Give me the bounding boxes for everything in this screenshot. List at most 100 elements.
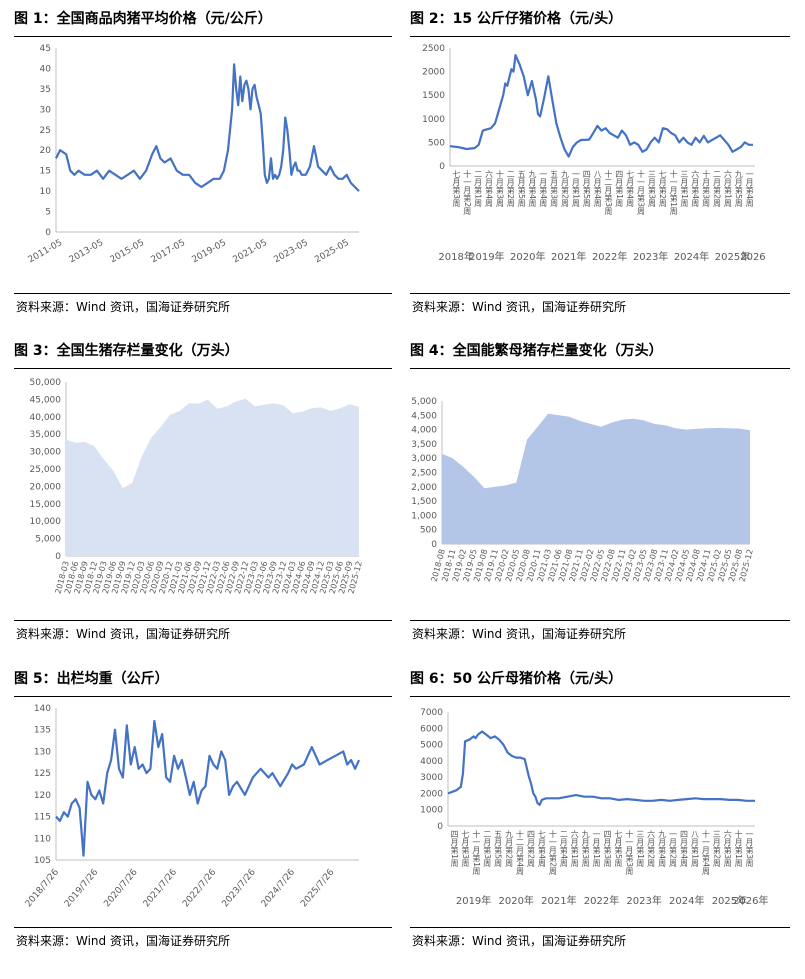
x-tick-label: 2021-05	[231, 238, 269, 265]
y-tick-label: 125	[34, 769, 51, 779]
figure-6-title-rule	[410, 696, 790, 697]
x-week-label: 九月第3周	[581, 830, 590, 868]
x-year-label: 2022年	[584, 894, 619, 907]
y-tick-label: 105	[34, 856, 51, 866]
figure-2-title-rule	[410, 36, 790, 37]
x-tick-label: 2015-05	[109, 238, 147, 265]
x-tick-label: 2017-05	[150, 238, 188, 265]
y-tick-label: 2,000	[411, 483, 437, 493]
x-week-label: 十月第3周	[495, 169, 504, 208]
x-year-label: 2024年	[674, 250, 709, 263]
figure-1-source-rule	[14, 293, 392, 294]
y-tick-label: 50,000	[30, 378, 62, 388]
x-tick-label: 2020/7/26	[102, 867, 139, 909]
y-tick-label: 1000	[422, 115, 445, 125]
x-week-label: 二月第1周	[474, 170, 483, 208]
x-year-label: 2023年	[633, 250, 668, 263]
x-tick-label: 2018/7/26	[24, 867, 61, 909]
y-tick-label: 0	[431, 540, 437, 550]
y-tick-label: 1,500	[411, 497, 437, 507]
x-tick-label: 2024/7/26	[260, 867, 297, 909]
series-area	[442, 413, 750, 544]
x-tick-label: 2023/7/26	[220, 867, 257, 909]
x-week-label: 八月第1周	[690, 830, 699, 868]
x-tick-label: 2025-05	[313, 238, 351, 265]
figure-5-source: 资料来源：Wind 资讯，国海证券研究所	[16, 934, 230, 948]
x-year-label: 2021年	[541, 894, 576, 907]
series-line	[55, 63, 360, 192]
y-tick-label: 20	[40, 146, 52, 156]
x-year-label: 2026年	[733, 894, 768, 907]
y-tick-label: 4000	[420, 757, 443, 767]
x-week-label: 三月第1周	[636, 830, 645, 868]
y-tick-label: 35	[40, 85, 51, 95]
y-tick-label: 0	[45, 228, 51, 238]
figure-5-title: 图 5：出栏均重（公斤）	[14, 671, 169, 687]
figure-1-title-rule	[14, 36, 392, 37]
figure-2-source-rule	[410, 293, 790, 294]
figure-5-source-rule	[14, 927, 392, 928]
y-tick-label: 2000	[420, 789, 443, 799]
y-tick-label: 10	[40, 187, 52, 197]
x-week-label: 一月第4周	[539, 170, 548, 208]
series-line	[447, 730, 755, 806]
figure-3-title: 图 3：全国生猪存栏量变化（万头）	[14, 343, 239, 359]
x-week-label: 五月第5周	[494, 830, 503, 868]
x-week-label: 十二月第3周	[604, 169, 613, 216]
x-week-label: 九月第5周	[734, 170, 743, 208]
y-tick-label: 10,000	[30, 517, 62, 527]
y-tick-label: 5	[45, 208, 51, 218]
x-year-label: 2018年	[438, 250, 473, 263]
x-year-label: 2025年	[712, 894, 747, 907]
x-week-label: 四月第4周	[679, 830, 688, 868]
y-tick-label: 45,000	[30, 395, 62, 405]
y-tick-label: 2500	[422, 44, 445, 54]
series-line	[449, 54, 753, 158]
x-week-label: 五月第5周	[517, 170, 526, 208]
x-week-label: 十一月第3周	[625, 829, 634, 876]
x-tick-label: 2019/7/26	[63, 867, 100, 909]
figure-5-title-rule	[14, 696, 392, 697]
x-week-label: 十一月第2周	[548, 829, 557, 876]
x-week-label: 六月第1周	[570, 829, 579, 868]
figure-2-source: 资料来源：Wind 资讯，国海证券研究所	[412, 300, 626, 314]
x-year-label: 2019年	[469, 250, 504, 263]
figure-1-title: 图 1：全国商品肉猪平均价格（元/公斤）	[14, 11, 272, 27]
figure-4-source-rule	[410, 620, 790, 621]
figure-6-title: 图 6：50 公斤母猪价格（元/头）	[410, 671, 623, 687]
x-week-label: 五月第3周	[550, 170, 559, 208]
x-week-label: 七月第3周	[461, 830, 470, 868]
figure-3-title-rule	[14, 368, 392, 369]
x-week-label: 八月第4周	[593, 170, 602, 208]
figure-3-source: 资料来源：Wind 资讯，国海证券研究所	[16, 627, 230, 641]
x-week-label: 十一月第4周	[701, 829, 710, 876]
x-tick-label: 2025/7/26	[299, 867, 336, 909]
y-tick-label: 30	[40, 105, 52, 115]
y-tick-label: 1000	[420, 806, 443, 816]
x-week-label: 九月第2周	[505, 830, 514, 868]
y-tick-label: 15	[40, 167, 51, 177]
x-week-label: 四月第5周	[582, 170, 591, 208]
y-tick-label: 1,000	[411, 511, 437, 521]
y-tick-label: 7000	[420, 708, 443, 718]
figure-6-source-rule	[410, 927, 790, 928]
x-week-label: 四月第1周	[450, 830, 459, 868]
x-week-label: 四月第1周	[615, 170, 624, 208]
y-tick-label: 25,000	[30, 465, 62, 475]
x-week-label: 一月第4周	[745, 170, 754, 208]
x-week-label: 一月第1周	[571, 170, 580, 208]
y-tick-label: 2,500	[411, 469, 437, 479]
x-year-label: 2026	[740, 252, 765, 263]
y-tick-label: 30,000	[30, 448, 62, 458]
x-week-label: 七月第4周	[537, 830, 546, 868]
y-tick-label: 135	[34, 726, 51, 736]
x-week-label: 一月第1周	[592, 830, 601, 868]
series-area	[66, 398, 359, 556]
y-tick-label: 500	[428, 138, 445, 148]
figure-3-chart: 0 5,000 10,000 15,000 20,000 25,000 30,000 35,0…	[30, 378, 364, 595]
y-tick-label: 6000	[420, 724, 443, 734]
y-tick-label: 0	[439, 162, 445, 172]
x-tick-label: 2021/7/26	[142, 867, 179, 909]
x-tick-label: 2019-05	[190, 238, 228, 265]
